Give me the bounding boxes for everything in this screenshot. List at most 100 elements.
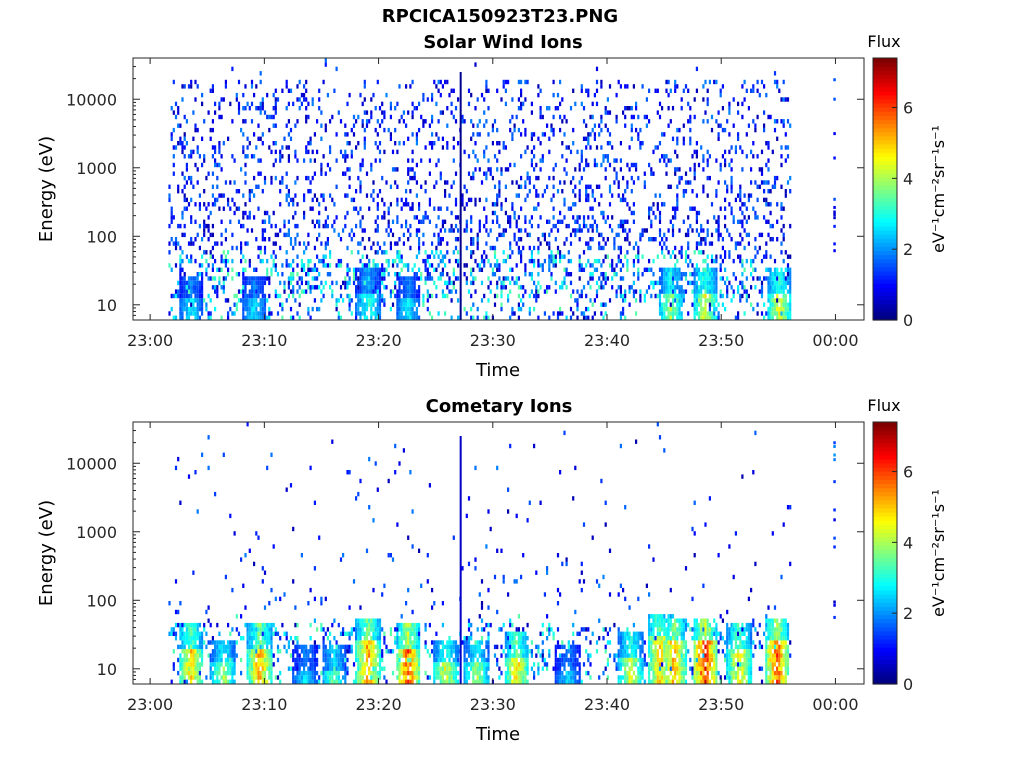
heatmap-cell [250,302,254,307]
heatmap-cell [687,101,690,107]
heatmap-cell [435,285,438,290]
heatmap-cell [233,657,236,663]
heatmap-cell [372,631,375,636]
heatmap-cell [405,622,408,628]
heatmap-cell [420,158,423,163]
heatmap-cell [608,110,612,115]
heatmap-cell [220,154,223,159]
heatmap-cell [389,293,392,299]
heatmap-cell [381,272,384,277]
heatmap-cell [363,631,366,636]
heatmap-cell [266,679,269,684]
heatmap-cell [745,154,748,159]
heatmap-cell [359,285,362,290]
heatmap-cell [190,311,193,316]
heatmap-cell [313,285,316,290]
heatmap-cell [441,223,444,229]
heatmap-cell [240,657,243,663]
heatmap-cell [320,136,323,141]
heatmap-cell [207,293,210,299]
heatmap-cell [752,88,755,93]
heatmap-cell [296,272,299,277]
cometary-panel: Cometary Ions 23:00 23:10 23:20 23:30 23:40 2… [36,396,948,745]
heatmap-cell [704,311,707,316]
heatmap-cell [533,293,536,299]
heatmap-cell [632,162,635,168]
heatmap-cell [483,258,486,264]
heatmap-cell [669,88,672,93]
heatmap-cell [585,145,588,150]
heatmap-cell [309,289,312,294]
heatmap-cell [591,228,594,233]
heatmap-cell [448,92,451,98]
heatmap-cell [220,657,223,663]
heatmap-cell [255,293,258,299]
heatmap-cell [185,666,188,671]
heatmap-cell [179,627,182,632]
heatmap-cell [287,293,290,299]
heatmap-cell [398,84,401,89]
heatmap-cell [444,219,447,224]
heatmap-cell [370,679,373,684]
heatmap-cell [784,97,787,102]
heatmap-cell [211,223,214,229]
heatmap-cell [407,158,410,163]
heatmap-cell [693,276,696,281]
heatmap-cell [316,679,319,684]
heatmap-cell [222,280,225,286]
heatmap-cell [615,263,618,268]
heatmap-cell [437,158,440,163]
heatmap-cell [331,114,334,120]
heatmap-cell [624,293,627,299]
heatmap-cell [196,644,199,650]
heatmap-cell [365,653,369,658]
heatmap-cell [702,311,705,316]
heatmap-cell [426,267,429,272]
heatmap-cell [222,258,225,264]
heatmap-cell [279,293,282,299]
heatmap-cell [253,92,256,98]
heatmap-cell [676,84,679,89]
heatmap-cell [580,149,583,155]
heatmap-cell [457,298,460,303]
heatmap-cell [294,180,297,185]
heatmap-cell [661,245,664,251]
heatmap-cell [318,644,321,650]
heatmap-cell [387,553,390,558]
heatmap-cell [418,636,421,641]
heatmap-cell [426,276,429,281]
heatmap-cell [313,158,316,163]
heatmap-cell [632,245,635,251]
heatmap-cell [635,127,638,133]
heatmap-cell [378,631,382,636]
heatmap-cell [530,149,533,155]
heatmap-cell [190,254,193,259]
heatmap-cell [378,644,382,650]
heatmap-cell [253,280,256,286]
heatmap-cell [329,649,332,654]
heatmap-cell [227,670,230,676]
heatmap-cell [355,315,358,320]
heatmap-cell [365,298,369,303]
heatmap-cell [372,679,375,684]
heatmap-cell [448,289,451,294]
heatmap-cell [619,250,622,255]
heatmap-cell [248,631,251,636]
heatmap-cell [185,657,188,663]
heatmap-cell [207,202,210,207]
heatmap-cell [209,254,212,259]
heatmap-cell [363,280,366,286]
heatmap-cell [250,649,254,654]
heatmap-cell [710,289,714,294]
heatmap-cell [454,119,458,124]
heatmap-cell [771,237,774,242]
heatmap-cell [187,293,191,299]
heatmap-cell [530,250,533,255]
heatmap-cell [676,302,679,307]
heatmap-cell [305,679,308,684]
heatmap-cell [187,627,191,632]
heatmap-cell [567,206,570,211]
heatmap-cell [305,175,308,181]
heatmap-cell [242,132,245,137]
heatmap-cell [335,215,338,220]
